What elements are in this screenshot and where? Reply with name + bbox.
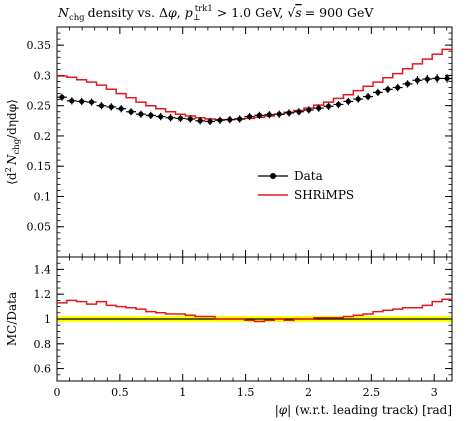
data-point: [355, 96, 361, 102]
data-point: [197, 118, 203, 124]
ratio-y-tick-label: 0.8: [34, 338, 52, 351]
ratio-series-shrimps-line: [57, 298, 452, 323]
data-point: [177, 115, 184, 121]
data-point: [118, 106, 124, 112]
data-point: [246, 113, 253, 120]
data-point: [59, 94, 65, 100]
main-y-tick-label: 0.1: [34, 190, 52, 203]
x-tick-label: 0.5: [111, 386, 129, 399]
main-y-ticks: 0.05 0.1 0.15 0.2 0.25 0.3 0.35: [27, 32, 452, 252]
data-point: [325, 103, 332, 109]
legend: Data SHRiMPS: [258, 169, 354, 202]
x-tick-label: 2.5: [363, 386, 381, 399]
data-point: [128, 109, 134, 115]
legend-data-marker: [270, 173, 276, 179]
main-y-tick-label: 0.3: [34, 69, 52, 82]
x-axis-label: |φ| (w.r.t. leading track) [rad]: [275, 403, 452, 417]
data-point: [227, 117, 233, 123]
main-plot-frame: [56, 26, 453, 258]
data-point: [158, 113, 164, 120]
data-point: [217, 117, 223, 123]
main-y-tick-label: 0.05: [27, 221, 52, 234]
ratio-y-axis-label: MC/Data: [5, 292, 19, 346]
series-shrimps-line: [57, 48, 452, 121]
data-point: [167, 115, 174, 121]
data-point: [365, 94, 371, 100]
ratio-y-tick-label: 1.2: [34, 288, 52, 301]
main-y-tick-label: 0.2: [34, 130, 52, 143]
data-point: [108, 104, 114, 110]
data-point: [286, 110, 292, 116]
x-tick-label: 0: [54, 386, 61, 399]
data-point: [98, 103, 105, 109]
ratio-y-ticks: 0.6 0.8 1 1.2 1.4: [34, 262, 452, 376]
data-point: [414, 77, 421, 83]
data-point: [335, 101, 342, 108]
legend-item-data: Data: [258, 169, 323, 183]
ratio-plot-area: [57, 298, 452, 323]
data-point: [444, 75, 450, 82]
x-tick-label: 1: [179, 386, 186, 399]
data-point: [276, 111, 282, 117]
ratio-y-tick-label: 0.6: [34, 363, 52, 376]
ratio-y-tick-label: 1: [44, 313, 51, 326]
data-point: [404, 81, 411, 87]
main-y-tick-label: 0.35: [27, 39, 52, 52]
x-ticks: 0 0.5 1 1.5 2 2.5 3: [54, 27, 448, 399]
data-point: [296, 109, 302, 115]
data-point: [148, 112, 154, 118]
x-tick-label: 2: [305, 386, 312, 399]
x-tick-label: 3: [431, 386, 438, 399]
data-point: [375, 89, 381, 95]
data-point: [207, 118, 213, 125]
data-point: [138, 111, 144, 117]
data-point: [385, 86, 391, 92]
main-y-tick-label: 0.15: [27, 160, 52, 173]
data-point: [237, 116, 243, 122]
data-point: [79, 98, 85, 105]
main-y-tick-label: 0.25: [27, 100, 52, 113]
main-plot-area: [57, 48, 452, 126]
data-point: [424, 76, 430, 82]
chart-title: Nchg density vs. Δφ, p⊥trk1 > 1.0 GeV, √s = 9…: [57, 4, 374, 23]
legend-data-label: Data: [294, 169, 323, 183]
data-point: [69, 98, 75, 104]
data-point: [434, 75, 440, 82]
data-point: [306, 107, 312, 113]
x-tick-label: 1.5: [237, 386, 255, 399]
ratio-y-tick-label: 1.4: [34, 263, 52, 276]
legend-item-shrimps: SHRiMPS: [258, 188, 354, 202]
data-point: [395, 84, 401, 91]
data-point: [345, 98, 351, 105]
data-point: [256, 112, 263, 118]
data-point: [266, 112, 272, 118]
data-point: [187, 116, 193, 122]
data-point: [88, 99, 95, 105]
legend-shrimps-label: SHRiMPS: [294, 188, 354, 202]
main-y-axis-label: ⟨d2Nchg/dηdφ⟩: [4, 99, 22, 185]
data-point: [316, 105, 322, 111]
